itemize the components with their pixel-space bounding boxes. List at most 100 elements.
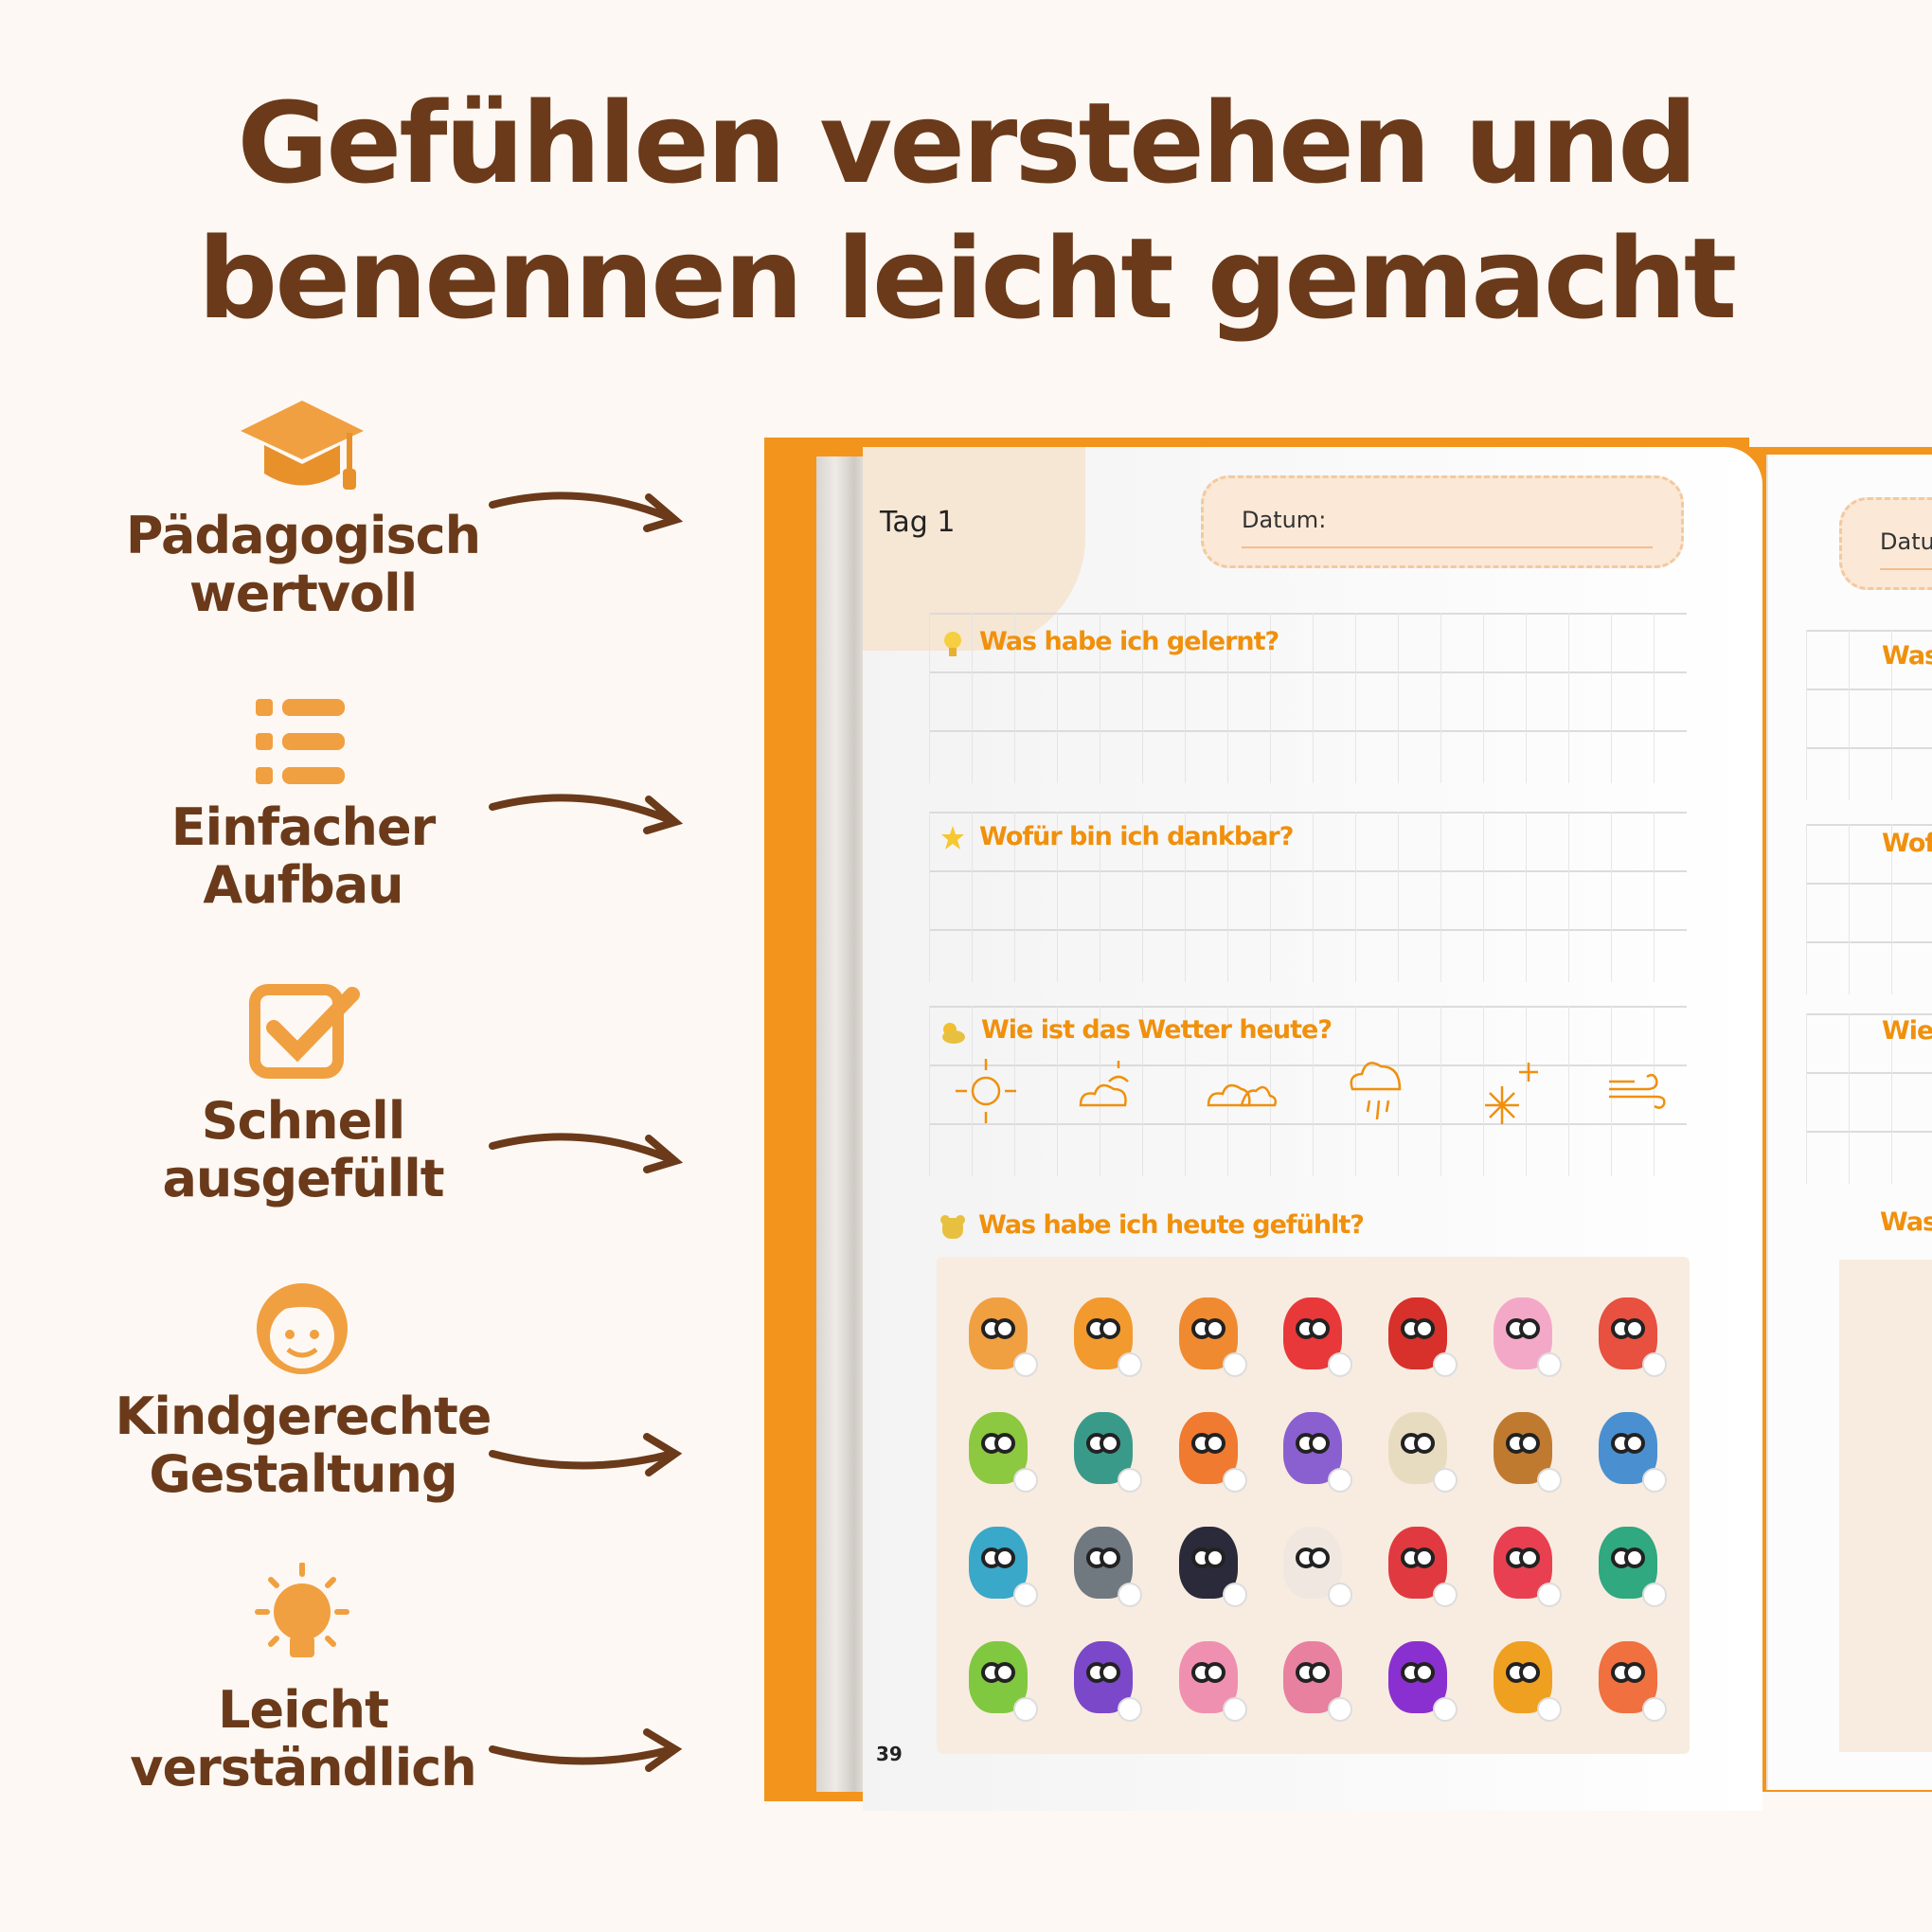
emotion-monster[interactable]	[1155, 1620, 1261, 1735]
snow-icon[interactable]	[1474, 1053, 1549, 1129]
monster-checkbox[interactable]	[1327, 1467, 1352, 1493]
feature-5-line-2: verständlich	[130, 1738, 476, 1798]
monster-checkbox[interactable]	[1118, 1467, 1143, 1493]
emotion-monster[interactable]	[1051, 1506, 1156, 1620]
emotion-monster[interactable]	[1471, 1506, 1576, 1620]
feature-4-line-2: Gestaltung	[149, 1444, 457, 1504]
monster-checkbox[interactable]	[1012, 1352, 1038, 1378]
headline-line-2: benennen leicht gemacht	[197, 213, 1737, 344]
monster-checkbox[interactable]	[1642, 1582, 1667, 1607]
emotion-monster[interactable]	[1261, 1276, 1366, 1390]
arrow-icon	[489, 1133, 684, 1173]
emotion-monster[interactable]	[946, 1390, 1051, 1505]
rain-icon[interactable]	[1341, 1053, 1417, 1129]
emotion-monster[interactable]	[1261, 1620, 1366, 1735]
monster-checkbox[interactable]	[1537, 1697, 1563, 1722]
page-number: 39	[876, 1743, 903, 1765]
question-grateful: Wofür bin ich dankbar?	[979, 822, 1294, 851]
arrow-icon	[489, 794, 684, 834]
child-face-icon	[257, 1283, 348, 1374]
emotion-monster[interactable]	[1366, 1506, 1471, 1620]
emotion-monster[interactable]	[1261, 1506, 1366, 1620]
emotion-monster[interactable]	[1155, 1276, 1261, 1390]
monster-checkbox[interactable]	[1118, 1582, 1143, 1607]
monster-checkbox[interactable]	[1118, 1352, 1143, 1378]
question-right-4: Was	[1880, 1208, 1932, 1237]
emotion-monster[interactable]	[1471, 1620, 1576, 1735]
grid-lines	[1806, 630, 1932, 800]
monster-checkbox[interactable]	[1432, 1467, 1458, 1493]
emotion-monster[interactable]	[1575, 1276, 1680, 1390]
monster-checkbox[interactable]	[1642, 1352, 1667, 1378]
monster-grid-right	[1839, 1260, 1932, 1752]
emotion-monster[interactable]	[1471, 1390, 1576, 1505]
sun-icon[interactable]	[948, 1053, 1024, 1129]
monster-checkbox[interactable]	[1642, 1467, 1667, 1493]
grid-lines	[1806, 1013, 1932, 1184]
monster-checkbox[interactable]	[1327, 1697, 1352, 1722]
monster-checkbox[interactable]	[1327, 1582, 1352, 1607]
question-right-3: Wie	[1882, 1016, 1932, 1046]
monster-checkbox[interactable]	[1223, 1582, 1248, 1607]
monster-figure	[969, 1411, 1029, 1484]
question-feelings: Was habe ich heute gefühlt?	[978, 1210, 1365, 1240]
feature-5-line-1: Leicht	[218, 1680, 389, 1740]
monster-figure	[1283, 1527, 1343, 1600]
emotion-monster[interactable]	[1471, 1276, 1576, 1390]
monster-checkbox[interactable]	[1223, 1467, 1248, 1493]
emotion-monster[interactable]	[946, 1620, 1051, 1735]
monster-checkbox[interactable]	[1537, 1582, 1563, 1607]
emotion-monster[interactable]	[946, 1276, 1051, 1390]
monster-checkbox[interactable]	[1223, 1697, 1248, 1722]
monster-checkbox[interactable]	[1012, 1697, 1038, 1722]
feature-4-line-1: Kindgerechte	[115, 1386, 492, 1446]
emotion-monster[interactable]	[1155, 1506, 1261, 1620]
lightbulb-icon	[255, 1563, 349, 1657]
checkbox-icon	[249, 984, 360, 1079]
emotion-monster[interactable]	[1261, 1390, 1366, 1505]
emotion-monster[interactable]	[1575, 1390, 1680, 1505]
monster-figure	[1074, 1297, 1134, 1369]
question-right-2: Wofü	[1882, 829, 1932, 858]
emotion-monster[interactable]	[946, 1506, 1051, 1620]
question-weather: Wie ist das Wetter heute?	[981, 1015, 1333, 1045]
question-learned: Was habe ich gelernt?	[979, 627, 1279, 656]
monster-checkbox[interactable]	[1012, 1582, 1038, 1607]
left-page: Tag 1 Datum: Was habe ich gelernt? Wofür…	[863, 447, 1762, 1811]
date-field-right[interactable]: Datu	[1839, 497, 1932, 590]
monster-checkbox[interactable]	[1118, 1697, 1143, 1722]
graduation-cap-icon	[241, 401, 364, 490]
wind-icon[interactable]	[1601, 1053, 1677, 1129]
monster-checkbox[interactable]	[1223, 1352, 1248, 1378]
emotion-monster[interactable]	[1575, 1620, 1680, 1735]
star-icon	[941, 826, 964, 850]
emotion-monster[interactable]	[1051, 1390, 1156, 1505]
monster-checkbox[interactable]	[1432, 1697, 1458, 1722]
emotion-monster[interactable]	[1155, 1390, 1261, 1505]
feature-2-line-1: Einfacher	[170, 797, 436, 857]
grid-lines	[929, 613, 1687, 783]
day-label: Tag 1	[880, 506, 956, 539]
monster-checkbox[interactable]	[1012, 1467, 1038, 1493]
emotion-monster[interactable]	[1051, 1620, 1156, 1735]
monster-checkbox[interactable]	[1537, 1352, 1563, 1378]
monster-figure	[1178, 1411, 1238, 1484]
date-field[interactable]: Datum:	[1201, 475, 1684, 568]
monster-checkbox[interactable]	[1432, 1352, 1458, 1378]
monster-checkbox[interactable]	[1537, 1467, 1563, 1493]
arrow-icon	[489, 1728, 683, 1772]
sun-cloud-icon[interactable]	[1071, 1053, 1147, 1129]
monster-checkbox[interactable]	[1432, 1582, 1458, 1607]
emotion-monster[interactable]	[1051, 1276, 1156, 1390]
monster-checkbox[interactable]	[1327, 1352, 1352, 1378]
grid-lines	[929, 1006, 1687, 1176]
feature-1-line-1: Pädagogisch	[125, 506, 481, 565]
right-page: Datu Was Wofü Wie Was	[1766, 455, 1932, 1790]
emotion-monster[interactable]	[1575, 1506, 1680, 1620]
emotion-monster[interactable]	[1366, 1620, 1471, 1735]
emotion-monster[interactable]	[1366, 1276, 1471, 1390]
monster-figure	[1388, 1527, 1448, 1600]
clouds-icon[interactable]	[1204, 1053, 1279, 1129]
emotion-monster[interactable]	[1366, 1390, 1471, 1505]
monster-checkbox[interactable]	[1642, 1697, 1667, 1722]
